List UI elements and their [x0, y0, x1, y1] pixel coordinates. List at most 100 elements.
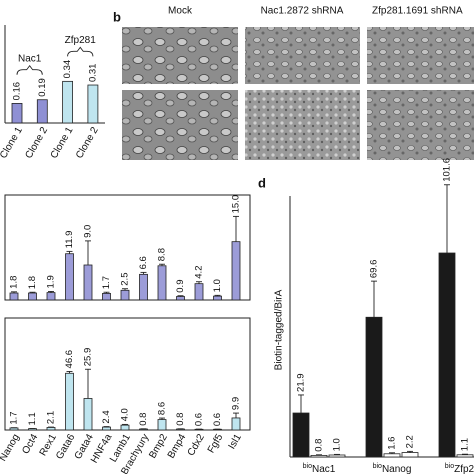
value-label: 4.2 — [194, 266, 205, 279]
value-label: 8.6 — [157, 402, 168, 415]
value-label: 0.34 — [62, 60, 73, 79]
value-label: 8.8 — [157, 248, 168, 261]
x-tick-label: bioZfp281 — [445, 463, 474, 474]
bar — [383, 453, 401, 458]
bar — [65, 372, 74, 431]
bar — [213, 295, 222, 301]
x-tick-label: Isl1 — [227, 432, 245, 451]
x-tick-label: Clone 2 — [74, 125, 101, 161]
bar — [157, 265, 167, 301]
bar — [65, 253, 74, 301]
superscript: bio — [445, 463, 454, 470]
value-label: 0.6 — [194, 413, 205, 426]
bar — [83, 264, 93, 301]
bar — [46, 292, 56, 301]
superscript: bio — [373, 463, 382, 470]
bar — [120, 289, 130, 301]
value-label: 9.9 — [231, 397, 242, 410]
column-heading: Zfp281.1691 shRNA — [372, 6, 463, 17]
value-label: 69.6 — [369, 260, 380, 279]
y-axis-label: Biotin-tagged/BirA — [274, 289, 285, 370]
value-label: 0.19 — [37, 78, 48, 97]
category: Zfp281 — [454, 464, 474, 474]
bar — [456, 454, 474, 458]
column-heading: Nac1.2872 shRNA — [261, 6, 344, 17]
micrograph — [367, 27, 474, 84]
value-label: 2.4 — [101, 410, 112, 423]
value-label: 0.6 — [212, 413, 223, 426]
x-tick-label: Fgf5 — [206, 432, 226, 455]
micrograph — [122, 90, 238, 160]
bar — [438, 252, 456, 458]
bar — [194, 283, 204, 301]
bar — [401, 452, 419, 458]
bar — [46, 427, 56, 431]
group-brace — [16, 64, 43, 75]
bar — [139, 273, 148, 301]
x-tick-label: bioNanog — [373, 463, 412, 474]
value-label: 2.2 — [405, 435, 416, 448]
bar — [102, 426, 111, 431]
bar — [9, 292, 19, 301]
value-label: 1.6 — [387, 437, 398, 450]
x-tick-label: Nanog — [0, 432, 22, 463]
value-label: 2.1 — [46, 411, 57, 424]
group-label: Nac1 — [18, 53, 42, 64]
group-brace — [67, 46, 94, 57]
panel-label: d — [258, 175, 266, 190]
value-label: 0.16 — [12, 82, 23, 101]
value-label: 1.1 — [27, 412, 38, 425]
bar — [28, 292, 37, 301]
micrograph — [367, 90, 474, 160]
bar — [157, 419, 167, 431]
bar — [102, 292, 111, 301]
value-label: 0.31 — [87, 64, 98, 83]
bar — [231, 241, 241, 301]
value-label: 1.9 — [46, 275, 57, 288]
value-label: 9.0 — [83, 225, 94, 238]
category: Nac1 — [312, 464, 336, 474]
category: Nanog — [382, 464, 411, 474]
bar — [62, 80, 73, 124]
bar — [176, 296, 185, 301]
value-label: 1.1 — [460, 438, 471, 451]
value-label: 11.9 — [64, 231, 75, 249]
value-label: 101.6 — [442, 158, 453, 182]
bar — [83, 398, 93, 431]
column-heading: Mock — [168, 6, 193, 17]
bar — [120, 424, 130, 431]
superscript: bio — [303, 463, 312, 470]
value-label: 25.9 — [83, 348, 94, 367]
bar — [11, 103, 23, 124]
micrograph — [245, 27, 360, 84]
value-label: 0.8 — [175, 413, 186, 426]
micrograph — [245, 90, 360, 160]
bar — [87, 84, 99, 124]
panel-label: b — [113, 9, 121, 24]
x-tick-label: Cdx2 — [186, 432, 207, 458]
x-tick-label: Bmp4 — [166, 432, 189, 461]
value-label: 0.8 — [138, 413, 149, 426]
bar — [365, 316, 383, 458]
group-label: Zfp281 — [65, 35, 97, 46]
bar — [9, 427, 19, 431]
micrograph — [122, 27, 238, 84]
value-label: 0.8 — [314, 439, 325, 452]
value-label: 1.8 — [27, 276, 38, 289]
bar — [310, 454, 328, 458]
micrographs — [122, 27, 474, 160]
value-label: 1.0 — [212, 279, 223, 292]
value-label: 1.8 — [9, 276, 20, 289]
x-tick-label: Clone 1 — [49, 125, 76, 161]
x-tick-label: bioNac1 — [303, 463, 336, 474]
value-label: 1.7 — [9, 411, 20, 424]
value-label: 1.0 — [332, 438, 343, 451]
bar — [231, 417, 241, 431]
x-tick-label: Clone 2 — [23, 125, 50, 161]
value-label: 2.5 — [120, 273, 131, 286]
value-label: 1.7 — [101, 276, 112, 289]
x-tick-label: Clone 1 — [0, 125, 25, 161]
value-label: 0.9 — [175, 280, 186, 293]
value-label: 21.9 — [296, 373, 307, 392]
